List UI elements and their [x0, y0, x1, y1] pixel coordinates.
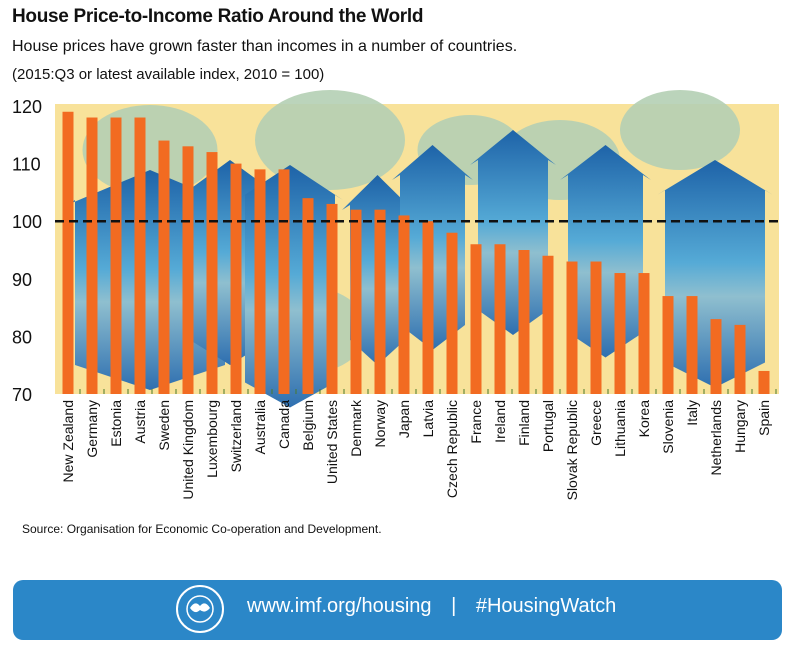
- chart-title: House Price-to-Income Ratio Around the W…: [12, 6, 424, 27]
- x-tick-label: Finland: [516, 400, 532, 446]
- house-shape: [470, 130, 556, 335]
- bar-germany: [86, 117, 98, 395]
- x-tick-label: Portugal: [540, 400, 556, 452]
- y-tick-label: 80: [12, 327, 32, 347]
- x-tick-label: Sweden: [156, 400, 172, 451]
- bar-slovak-republic: [566, 261, 578, 394]
- bar-canada: [278, 169, 290, 394]
- y-tick-label: 100: [12, 212, 42, 232]
- bar-finland: [518, 250, 530, 394]
- x-tick-label: Belgium: [300, 400, 316, 451]
- x-tick-label: Switzerland: [228, 400, 244, 472]
- x-tick-label: Lithuania: [612, 400, 628, 457]
- x-tick-label: Germany: [84, 400, 100, 458]
- y-tick-label: 120: [12, 97, 42, 117]
- tree-shape: [620, 90, 740, 170]
- bar-united-states: [326, 203, 338, 394]
- y-tick-label: 90: [12, 270, 32, 290]
- footer-links: www.imf.org/housing | #HousingWatch: [247, 595, 616, 618]
- bar-belgium: [302, 198, 314, 394]
- x-tick-label: Norway: [372, 400, 388, 447]
- bar-spain: [758, 370, 770, 394]
- x-tick-label: New Zealand: [60, 400, 76, 483]
- bar-switzerland: [230, 163, 242, 394]
- x-tick-label: Czech Republic: [444, 400, 460, 498]
- footer-banner: [13, 580, 782, 640]
- bar-sweden: [158, 140, 170, 394]
- bar-portugal: [542, 255, 554, 394]
- footer-separator: |: [451, 595, 457, 617]
- website-link[interactable]: www.imf.org/housing: [247, 595, 432, 617]
- bar-denmark: [350, 209, 362, 394]
- x-tick-label: Latvia: [420, 400, 436, 438]
- bar-italy: [686, 296, 698, 394]
- chart-subtitle: House prices have grown faster than inco…: [12, 38, 518, 55]
- x-tick-label: France: [468, 400, 484, 444]
- x-tick-label: United States: [324, 400, 340, 484]
- bar-france: [470, 244, 482, 394]
- x-tick-label: Japan: [396, 400, 412, 438]
- bar-latvia: [422, 221, 434, 394]
- x-tick-label: Austria: [132, 400, 148, 444]
- x-tick-label: Canada: [276, 400, 292, 449]
- x-tick-label: Netherlands: [708, 400, 724, 476]
- x-tick-label: Denmark: [348, 399, 364, 457]
- bar-austria: [134, 117, 146, 395]
- x-tick-label: Hungary: [732, 400, 748, 453]
- chart-note: (2015:Q3 or latest available index, 2010…: [12, 66, 325, 83]
- y-tick-label: 70: [12, 385, 32, 405]
- x-tick-label: Greece: [588, 400, 604, 446]
- source-note: Source: Organisation for Economic Co-ope…: [22, 522, 382, 536]
- x-tick-label: Slovenia: [660, 400, 676, 454]
- bar-norway: [374, 209, 386, 394]
- bar-netherlands: [710, 319, 722, 394]
- x-tick-label: Luxembourg: [204, 400, 220, 478]
- x-tick-label: Slovak Republic: [564, 400, 580, 500]
- bar-luxembourg: [206, 152, 218, 394]
- bar-japan: [398, 215, 410, 394]
- house-shape: [560, 145, 651, 358]
- bar-czech-republic: [446, 232, 458, 394]
- tree-shape: [255, 90, 405, 190]
- x-tick-label: Australia: [252, 400, 268, 455]
- bar-australia: [254, 169, 266, 394]
- bar-ireland: [494, 244, 506, 394]
- bar-lithuania: [614, 273, 626, 394]
- bar-hungary: [734, 324, 746, 394]
- y-tick-label: 110: [12, 155, 41, 175]
- bar-greece: [590, 261, 602, 394]
- bar-new-zealand: [62, 111, 74, 394]
- x-tick-label: Italy: [684, 400, 700, 426]
- x-tick-label: Estonia: [108, 400, 124, 447]
- hashtag-link[interactable]: #HousingWatch: [475, 595, 617, 617]
- x-tick-label: United Kingdom: [180, 400, 196, 500]
- x-tick-label: Ireland: [492, 400, 508, 443]
- bar-united-kingdom: [182, 146, 194, 394]
- imf-seal-logo: [176, 585, 224, 633]
- bar-slovenia: [662, 296, 674, 394]
- bar-estonia: [110, 117, 122, 395]
- x-tick-label: Korea: [636, 400, 652, 438]
- bar-korea: [638, 273, 650, 394]
- x-tick-label: Spain: [756, 400, 772, 436]
